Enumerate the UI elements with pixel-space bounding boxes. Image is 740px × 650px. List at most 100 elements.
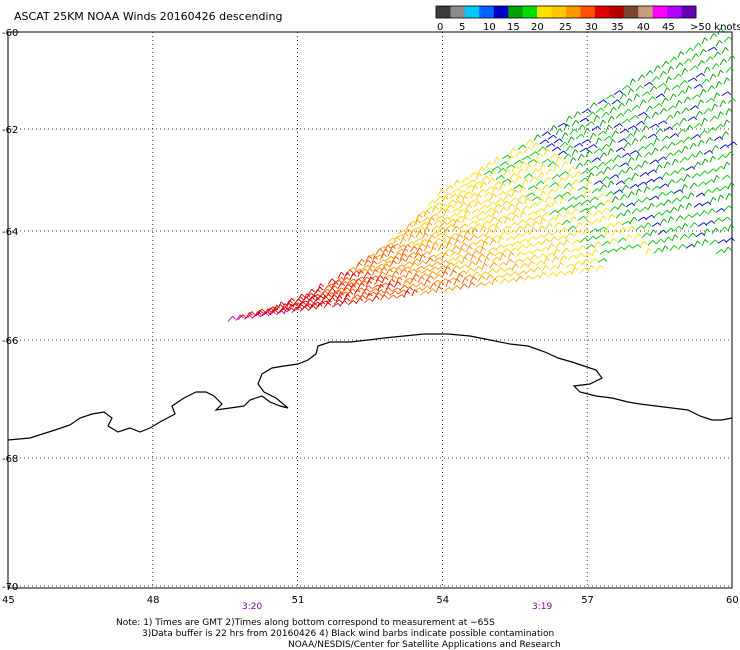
wind-barb xyxy=(501,178,509,184)
wind-barb-flag xyxy=(606,176,611,180)
wind-barb xyxy=(675,140,682,146)
wind-barb xyxy=(635,188,639,196)
wind-barb-flag xyxy=(587,139,592,143)
wind-barb xyxy=(535,260,542,266)
wind-barb xyxy=(559,171,566,176)
wind-barb xyxy=(427,235,433,242)
wind-barb-flag xyxy=(633,216,638,221)
wind-barb-flag xyxy=(636,93,640,98)
wind-barb xyxy=(315,303,320,310)
wind-barb-flag xyxy=(613,237,617,242)
wind-barb xyxy=(435,252,443,257)
wind-barb-flag xyxy=(432,271,437,275)
wind-barb-flag xyxy=(383,246,388,250)
wind-barb xyxy=(607,213,613,221)
wind-barb xyxy=(591,126,598,132)
wind-barb xyxy=(679,195,685,202)
wind-barb xyxy=(679,233,685,240)
plot-frame xyxy=(7,31,733,589)
wind-barb xyxy=(493,274,501,280)
wind-barb-flag xyxy=(539,241,543,246)
wind-barb-flag xyxy=(726,119,730,124)
wind-barb xyxy=(297,293,303,301)
wind-barb xyxy=(705,98,712,104)
wind-barb-flag xyxy=(728,108,733,112)
wind-barb-flag xyxy=(479,245,484,250)
wind-barb xyxy=(373,279,380,286)
wind-barb-flag xyxy=(638,199,643,203)
wind-barb xyxy=(651,222,658,227)
wind-barb xyxy=(377,246,385,251)
wind-barb-flag xyxy=(655,111,659,116)
wind-barb xyxy=(475,239,482,245)
wind-barb-flag xyxy=(678,100,683,104)
wind-barb xyxy=(625,202,633,208)
wind-barb-flag xyxy=(464,277,469,282)
wind-barb-flag xyxy=(658,164,663,168)
wind-barb-flag xyxy=(340,271,345,276)
wind-barb xyxy=(515,226,521,233)
wind-barb-flag xyxy=(426,227,431,231)
wind-barb xyxy=(711,187,718,194)
wind-barb-flag xyxy=(401,258,406,262)
legend-label: 0 xyxy=(437,22,443,33)
wind-barb xyxy=(561,248,567,255)
wind-barb xyxy=(245,312,250,319)
wind-barb xyxy=(643,115,648,123)
wind-barb-flag xyxy=(567,191,571,196)
wind-barb xyxy=(485,252,491,259)
wind-barb-flag xyxy=(629,177,633,181)
wind-barb xyxy=(411,258,418,264)
wind-barb-flag xyxy=(548,176,552,181)
wind-barb xyxy=(583,189,588,197)
wind-barb-flag xyxy=(465,183,469,188)
wind-barb xyxy=(655,164,660,172)
wind-barb-flag xyxy=(424,222,429,226)
wind-barb xyxy=(435,215,443,221)
wind-barb xyxy=(467,242,475,247)
wind-barb xyxy=(487,247,495,253)
wind-barb-flag xyxy=(398,252,403,257)
wind-barb xyxy=(411,289,415,297)
wind-barb xyxy=(417,211,425,216)
wind-barb xyxy=(607,148,612,156)
wind-barb-flag xyxy=(408,270,413,275)
wind-barb-flag xyxy=(676,197,681,202)
wind-barb xyxy=(549,153,555,160)
wind-barb-flag xyxy=(616,163,620,168)
lon-label: 45 xyxy=(2,595,15,606)
wind-barb-flag xyxy=(450,185,454,189)
wind-barb-flag xyxy=(684,184,688,188)
wind-barb-flag xyxy=(721,208,726,212)
wind-barb-flag xyxy=(424,238,429,243)
wind-barb xyxy=(557,235,564,241)
wind-barb xyxy=(727,141,734,147)
wind-barb-flag xyxy=(362,295,367,299)
wind-barb-flag xyxy=(686,174,691,178)
wind-barb xyxy=(503,169,508,176)
wind-barb xyxy=(629,183,636,189)
wind-barb xyxy=(343,283,349,290)
wind-barb xyxy=(307,296,312,304)
wind-barb-flag xyxy=(409,223,413,228)
legend-label: 25 xyxy=(559,22,572,33)
legend-swatch xyxy=(522,6,538,18)
wind-barb-flag xyxy=(468,252,472,256)
wind-barb xyxy=(367,276,372,284)
wind-barb-flag xyxy=(517,240,521,245)
wind-barb xyxy=(709,239,716,245)
wind-barb-flag xyxy=(693,182,698,187)
wind-barb-flag xyxy=(647,115,651,120)
wind-barb xyxy=(571,239,578,245)
wind-barb-flag xyxy=(532,236,537,240)
wind-barb-flag xyxy=(690,47,694,52)
wind-barb-flag xyxy=(700,139,705,144)
wind-barb xyxy=(639,240,645,248)
wind-barb xyxy=(579,208,587,213)
wind-barb xyxy=(563,270,571,276)
wind-barb xyxy=(501,225,509,231)
wind-barb xyxy=(479,271,487,277)
wind-barb xyxy=(579,267,586,274)
wind-barb-flag xyxy=(627,221,632,225)
wind-barb-flag xyxy=(454,251,459,255)
